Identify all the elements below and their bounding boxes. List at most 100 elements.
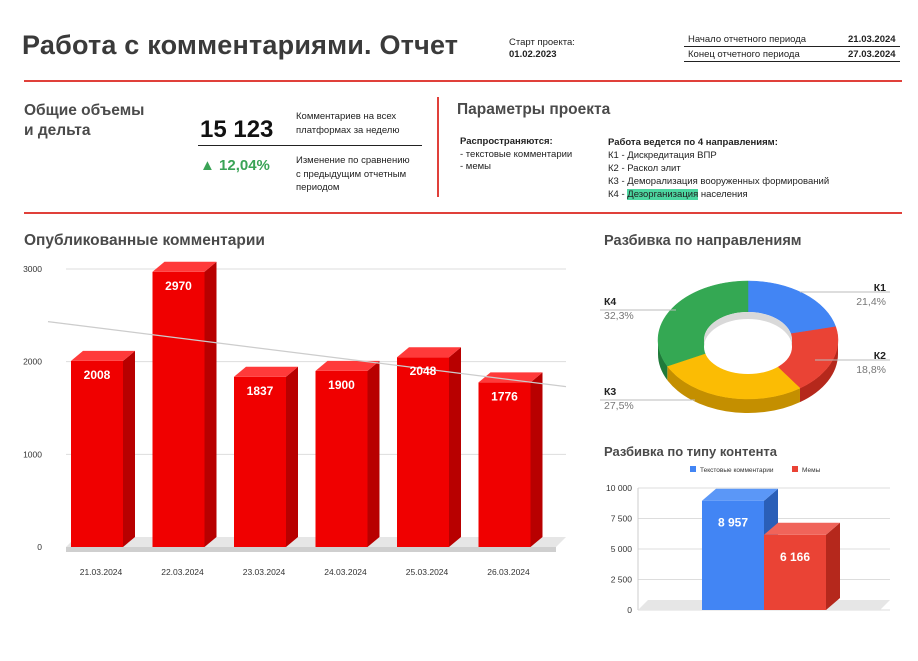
direction-k1: К1 - Дискредитация ВПР xyxy=(608,150,717,161)
bar xyxy=(315,370,368,547)
delta-desc: Изменение по сравнению с предыдущим отче… xyxy=(296,154,410,195)
project-start-label: Старт проекта: xyxy=(509,37,575,48)
bar-top xyxy=(234,366,298,377)
bar-top xyxy=(478,372,543,383)
total-desc-line1: Комментариев на всех xyxy=(296,111,397,122)
delta-value: ▲ 12,04% xyxy=(200,157,270,174)
period-start-date: 21.03.2024 xyxy=(848,34,896,45)
spread-label: Распространяются: xyxy=(460,136,553,147)
ct-bar-side xyxy=(826,522,840,610)
donut-value: 18,8% xyxy=(856,364,886,376)
donut-label: К1 xyxy=(874,282,886,294)
ct-y-tick: 5 000 xyxy=(611,544,633,554)
bar-side xyxy=(204,261,217,547)
bar-y-tick: 1000 xyxy=(23,449,42,459)
bar-top xyxy=(152,261,217,272)
period-divider xyxy=(684,46,900,47)
ct-legend-label: Мемы xyxy=(802,467,821,474)
donut-label: К4 xyxy=(604,296,616,308)
period-divider-bottom xyxy=(684,61,900,62)
ct-bar xyxy=(702,500,764,610)
ct-legend-label: Текстовые комментарии xyxy=(700,467,774,474)
donut-side xyxy=(667,366,800,413)
k4-suffix: населения xyxy=(698,189,748,200)
bar-side xyxy=(367,360,380,547)
donut-value: 27,5% xyxy=(604,400,634,412)
bar xyxy=(152,271,205,547)
bar-x-tick: 21.03.2024 xyxy=(80,567,123,577)
donut-side xyxy=(658,340,668,381)
bar-x-tick: 23.03.2024 xyxy=(243,567,286,577)
bar-floor-edge xyxy=(66,547,556,552)
directions-breakdown-heading: Разбивка по направлениям xyxy=(604,233,802,249)
ct-bar-top xyxy=(702,488,778,501)
bar-side xyxy=(286,366,298,547)
k4-highlight: Дезорганизация xyxy=(627,189,699,200)
bar-value-label: 1776 xyxy=(491,389,518,403)
params-heading: Параметры проекта xyxy=(457,101,611,118)
bar xyxy=(397,357,449,547)
direction-k3: К3 - Деморализация вооруженных формирова… xyxy=(608,176,830,187)
donut-label: К3 xyxy=(604,386,616,398)
content-breakdown-heading: Разбивка по типу контента xyxy=(604,444,778,459)
delta-desc-line3: периодом xyxy=(296,182,340,193)
bar-side xyxy=(123,350,135,547)
bar-side xyxy=(449,347,461,547)
period-start-label: Начало отчетного периода xyxy=(688,34,807,45)
ct-bar xyxy=(764,534,826,610)
total-desc-line2: платформах за неделю xyxy=(296,124,400,136)
spread-item-text: - текстовые комментарии xyxy=(460,148,573,160)
bar-side xyxy=(530,372,543,547)
bar-y-tick: 2000 xyxy=(23,357,42,367)
donut-label: К2 xyxy=(874,350,886,362)
summary-separator xyxy=(24,212,902,214)
delta-desc-line2: с предыдущим отчетным xyxy=(296,168,407,180)
period-end-label: Конец отчетного периода xyxy=(688,49,800,60)
header-separator xyxy=(24,80,902,82)
spread-block: Распространяются: - текстовые комментари… xyxy=(460,136,572,174)
published-heading: Опубликованные комментарии xyxy=(24,232,265,249)
bar xyxy=(234,376,286,547)
direction-k2: К2 - Раскол элит xyxy=(608,163,681,174)
bar-y-tick: 0 xyxy=(37,542,42,552)
spread-item-memes: - мемы xyxy=(460,161,491,172)
project-start-date: 01.02.2023 xyxy=(509,49,557,60)
donut-value: 32,3% xyxy=(604,310,634,322)
directions-label: Работа ведется по 4 направлениям: xyxy=(608,137,778,148)
bar-x-tick: 26.03.2024 xyxy=(487,567,530,577)
page-title: Работа с комментариями. Отчет xyxy=(22,30,459,60)
bar-y-tick: 3000 xyxy=(23,264,42,274)
summary-heading-line2: и дельта xyxy=(24,122,91,139)
summary-divider xyxy=(198,145,422,146)
ct-value-label: 6 166 xyxy=(780,550,810,564)
donut-hole-bottom xyxy=(704,320,792,374)
ct-legend-swatch xyxy=(792,466,798,472)
content-type-bar-chart: Текстовые комментарии Мемы 10 000 7 500 5 0… xyxy=(606,466,890,615)
bar-value-label: 1837 xyxy=(247,384,274,398)
bar xyxy=(71,360,123,547)
bar-top xyxy=(315,360,380,371)
period-end-date: 27.03.2024 xyxy=(848,49,896,60)
ct-y-tick: 2 500 xyxy=(611,575,633,585)
vertical-separator xyxy=(437,97,439,197)
summary-heading-line1: Общие объемы xyxy=(24,102,145,119)
donut-hole-wall xyxy=(704,312,792,347)
bar-x-tick: 24.03.2024 xyxy=(324,567,367,577)
donut-value: 21,4% xyxy=(856,296,886,308)
bar-top xyxy=(71,350,135,361)
donut-side xyxy=(799,340,838,403)
bar-x-tick: 22.03.2024 xyxy=(161,567,204,577)
ct-bar-top xyxy=(764,522,840,535)
ct-y-tick: 7 500 xyxy=(611,514,633,524)
bar-value-label: 2048 xyxy=(410,364,437,378)
delta-desc-line1: Изменение по сравнению xyxy=(296,155,410,166)
total-comments-desc: Комментариев на всех платформах за недел… xyxy=(296,110,399,137)
k4-prefix: К4 - xyxy=(608,189,628,200)
bar-x-tick: 25.03.2024 xyxy=(406,567,449,577)
direction-k4: К4 - Дезорганизация населения xyxy=(608,188,829,201)
ct-y-tick: 10 000 xyxy=(606,483,632,493)
bar xyxy=(478,382,531,547)
directions-donut-chart: К1 21,4% К2 18,8% К3 27,5% К4 32,3% xyxy=(600,280,890,413)
bar-top xyxy=(397,347,461,358)
directions-block: Работа ведется по 4 направлениям: К1 - Д… xyxy=(608,136,829,201)
